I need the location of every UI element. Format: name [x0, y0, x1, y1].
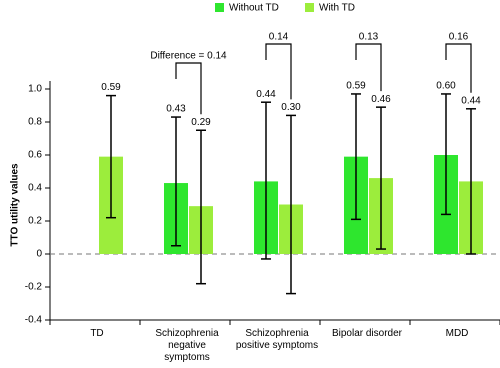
difference-label: 0.16 — [449, 32, 469, 43]
y-tick-label: 0.2 — [28, 216, 42, 227]
difference-label: 0.13 — [359, 32, 379, 43]
legend-swatch — [215, 3, 224, 12]
x-tick-label: MDD — [445, 328, 469, 339]
difference-bracket — [355, 43, 382, 92]
data-label: 0.59 — [101, 82, 121, 93]
difference-bracket — [265, 43, 292, 100]
y-tick-label: 0 — [36, 249, 42, 260]
y-tick-label: 0.4 — [28, 183, 42, 194]
x-tick-label: Schizophrenia negative symptoms — [155, 328, 219, 363]
x-tick-label: TD — [90, 328, 104, 339]
data-label: 0.46 — [371, 94, 391, 105]
y-tick-label: -0.4 — [25, 315, 43, 326]
y-tick-label: 0.6 — [28, 150, 42, 161]
data-label: 0.43 — [166, 104, 186, 115]
difference-label: Difference = 0.14 — [150, 51, 227, 62]
data-label: 0.60 — [436, 81, 456, 92]
y-tick-label: 0.8 — [28, 117, 42, 128]
legend-label: With TD — [319, 3, 355, 14]
y-axis-label: TTO utility values — [10, 163, 21, 247]
legend-swatch — [305, 3, 314, 12]
difference-bracket — [175, 62, 202, 115]
data-label: 0.44 — [461, 95, 481, 106]
x-tick-label: Bipolar disorder — [331, 328, 403, 339]
data-label: 0.59 — [346, 81, 366, 92]
y-tick-label: 1.0 — [28, 84, 42, 95]
y-tick-label: -0.2 — [25, 282, 43, 293]
x-tick-label: Schizophrenia positive symptoms — [235, 328, 319, 351]
difference-label: 0.14 — [269, 32, 289, 43]
data-label: 0.29 — [191, 117, 211, 128]
difference-bracket — [445, 43, 472, 93]
data-label: 0.44 — [256, 89, 276, 100]
legend-label: Without TD — [229, 3, 279, 14]
data-label: 0.30 — [281, 102, 301, 113]
